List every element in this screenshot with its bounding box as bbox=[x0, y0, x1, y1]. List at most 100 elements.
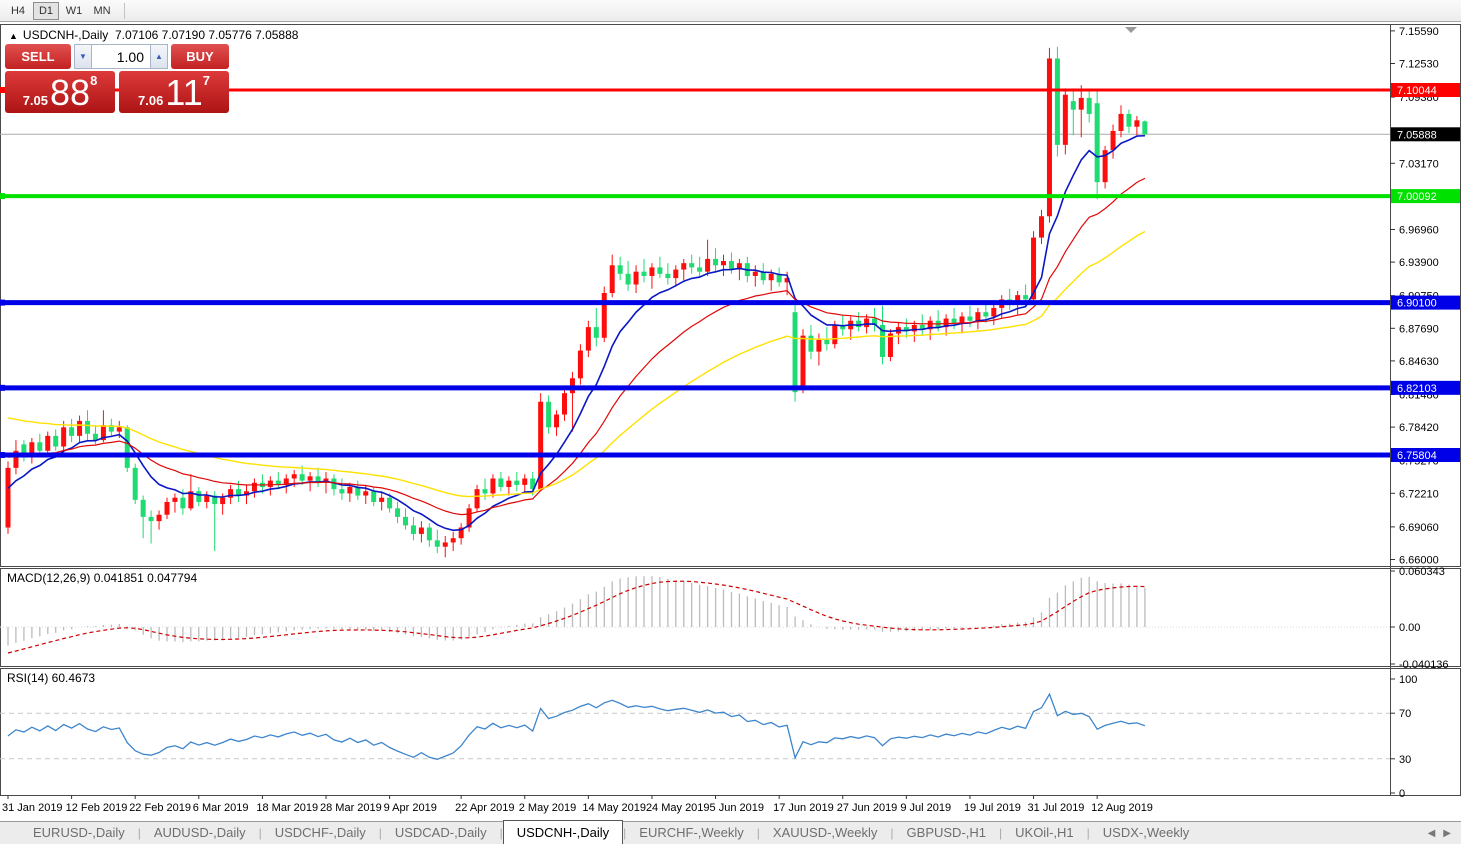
volume-increase-button[interactable]: ▲ bbox=[150, 44, 168, 69]
svg-text:6.66000: 6.66000 bbox=[1399, 555, 1439, 567]
tab-separator: | bbox=[623, 826, 627, 840]
svg-text:6.72210: 6.72210 bbox=[1399, 488, 1439, 500]
svg-text:70: 70 bbox=[1399, 708, 1411, 720]
svg-text:7.05888: 7.05888 bbox=[1397, 129, 1437, 141]
tab-separator: | bbox=[999, 826, 1003, 840]
volume-stepper: ▼ ▲ bbox=[74, 44, 168, 69]
svg-text:22 Feb 2019: 22 Feb 2019 bbox=[129, 802, 191, 814]
svg-text:7.03170: 7.03170 bbox=[1399, 158, 1439, 170]
tab-usdcnh-daily[interactable]: USDCNH-,Daily bbox=[502, 820, 624, 844]
sell-price-sup: 8 bbox=[90, 73, 98, 88]
main-price-pane[interactable] bbox=[0, 27, 1390, 558]
sell-price-tile[interactable]: 7.05 88 8 bbox=[5, 71, 115, 113]
macd-indicator-label: MACD(12,26,9) 0.041851 0.047794 bbox=[7, 571, 198, 585]
svg-text:0.00: 0.00 bbox=[1399, 622, 1420, 634]
svg-text:6.87690: 6.87690 bbox=[1399, 323, 1439, 335]
tab-audusd-daily[interactable]: AUDUSD-,Daily bbox=[153, 825, 246, 840]
tab-usdcad-daily[interactable]: USDCAD-,Daily bbox=[394, 825, 487, 840]
svg-text:12 Aug 2019: 12 Aug 2019 bbox=[1091, 802, 1153, 814]
buy-price-big: 11 bbox=[165, 72, 203, 113]
price-axis[interactable]: 7.155907.125307.093807.062207.031706.969… bbox=[1390, 26, 1460, 567]
buy-price-tile[interactable]: 7.06 11 7 bbox=[119, 71, 229, 113]
svg-text:18 Mar 2019: 18 Mar 2019 bbox=[256, 802, 318, 814]
svg-text:12 Feb 2019: 12 Feb 2019 bbox=[66, 802, 128, 814]
timeframe-toolbar: H4 D1 W1 MN bbox=[0, 0, 1461, 22]
tab-eurusd-daily[interactable]: EURUSD-,Daily bbox=[33, 825, 125, 840]
svg-text:6.90100: 6.90100 bbox=[1397, 298, 1437, 310]
svg-text:6.96960: 6.96960 bbox=[1399, 224, 1439, 236]
tab-separator: | bbox=[137, 826, 141, 840]
svg-text:6.69060: 6.69060 bbox=[1399, 522, 1439, 534]
macd-pane[interactable]: 0.060343 0.00 -0.040136 bbox=[0, 566, 1449, 671]
collapse-panel-icon[interactable]: ▲ bbox=[9, 31, 18, 41]
buy-price-sup: 7 bbox=[202, 73, 210, 88]
sell-price-prefix: 7.05 bbox=[22, 93, 49, 108]
tab-ukoil-h1[interactable]: UKOil-,H1 bbox=[1015, 825, 1074, 840]
tab-separator: | bbox=[756, 826, 760, 840]
chart-ohlc-values: 7.07106 7.07190 7.05776 7.05888 bbox=[114, 28, 299, 42]
svg-text:6.93900: 6.93900 bbox=[1399, 257, 1439, 269]
svg-text:0: 0 bbox=[1399, 788, 1405, 800]
svg-text:6.84630: 6.84630 bbox=[1399, 356, 1439, 368]
buy-button[interactable]: BUY bbox=[171, 44, 229, 69]
sell-price-big: 88 bbox=[50, 72, 91, 113]
timeframe-button-d1[interactable]: D1 bbox=[33, 1, 59, 20]
svg-text:7.10044: 7.10044 bbox=[1397, 85, 1437, 97]
tab-eurchf-weekly[interactable]: EURCHF-,Weekly bbox=[639, 825, 744, 840]
svg-text:7.15590: 7.15590 bbox=[1399, 26, 1439, 38]
svg-text:31 Jul 2019: 31 Jul 2019 bbox=[1028, 802, 1085, 814]
svg-text:24 May 2019: 24 May 2019 bbox=[646, 802, 710, 814]
tab-usdx-weekly[interactable]: USDX-,Weekly bbox=[1102, 825, 1190, 840]
chart-title: ▲ USDCNH-,Daily 7.07106 7.07190 7.05776 7… bbox=[9, 28, 298, 42]
volume-decrease-button[interactable]: ▼ bbox=[74, 44, 92, 69]
chart-tab-bar: EURUSD-,Daily | AUDUSD-,Daily | USDCHF-,Dail… bbox=[0, 820, 1461, 844]
tab-separator: | bbox=[1086, 826, 1090, 840]
one-click-trade-panel: SELL ▼ ▲ BUY 7.05 88 8 7.06 11 7 bbox=[5, 44, 229, 113]
svg-text:6 Mar 2019: 6 Mar 2019 bbox=[193, 802, 249, 814]
volume-input[interactable] bbox=[92, 44, 150, 69]
svg-text:27 Jun 2019: 27 Jun 2019 bbox=[837, 802, 898, 814]
rsi-indicator-label: RSI(14) 60.4673 bbox=[7, 671, 96, 685]
svg-text:9 Jul 2019: 9 Jul 2019 bbox=[900, 802, 951, 814]
last-bar-marker-icon bbox=[1125, 27, 1137, 33]
tab-usdchf-daily[interactable]: USDCHF-,Daily bbox=[274, 825, 366, 840]
rsi-pane[interactable]: 100 70 30 0 bbox=[0, 674, 1417, 800]
svg-text:6.78420: 6.78420 bbox=[1399, 422, 1439, 434]
svg-text:0.060343: 0.060343 bbox=[1399, 566, 1445, 578]
tab-separator: | bbox=[499, 826, 503, 840]
svg-text:31 Jan 2019: 31 Jan 2019 bbox=[2, 802, 63, 814]
svg-text:100: 100 bbox=[1399, 674, 1417, 686]
tab-scroll-left-icon[interactable]: ◀ bbox=[1427, 828, 1436, 839]
svg-text:22 Apr 2019: 22 Apr 2019 bbox=[455, 802, 514, 814]
tab-separator: | bbox=[258, 826, 262, 840]
tab-xauusd-weekly[interactable]: XAUUSD-,Weekly bbox=[772, 825, 878, 840]
tab-gbpusd-h1[interactable]: GBPUSD-,H1 bbox=[906, 825, 987, 840]
svg-text:7.00092: 7.00092 bbox=[1397, 191, 1437, 203]
chart-symbol-label: USDCNH-,Daily bbox=[22, 28, 109, 42]
svg-text:-0.040136: -0.040136 bbox=[1399, 659, 1449, 671]
svg-text:30: 30 bbox=[1399, 754, 1411, 766]
tab-separator: | bbox=[890, 826, 894, 840]
sell-button[interactable]: SELL bbox=[5, 44, 71, 69]
toolbar-separator bbox=[124, 2, 125, 19]
tab-separator: | bbox=[378, 826, 382, 840]
svg-text:6.75804: 6.75804 bbox=[1397, 450, 1437, 462]
candles-layer bbox=[5, 46, 1148, 558]
svg-text:19 Jul 2019: 19 Jul 2019 bbox=[964, 802, 1021, 814]
svg-text:6.82103: 6.82103 bbox=[1397, 383, 1437, 395]
svg-text:5 Jun 2019: 5 Jun 2019 bbox=[710, 802, 764, 814]
buy-price-prefix: 7.06 bbox=[138, 93, 164, 108]
svg-text:17 Jun 2019: 17 Jun 2019 bbox=[773, 802, 834, 814]
timeframe-button-mn[interactable]: MN bbox=[93, 4, 111, 17]
svg-text:7.12530: 7.12530 bbox=[1399, 58, 1439, 70]
timeframe-button-h4[interactable]: H4 bbox=[10, 4, 26, 17]
svg-text:28 Mar 2019: 28 Mar 2019 bbox=[320, 802, 382, 814]
timeframe-button-w1[interactable]: W1 bbox=[65, 4, 83, 17]
date-axis[interactable]: 31 Jan 2019 12 Feb 2019 22 Feb 2019 6 Mar 2… bbox=[2, 795, 1153, 814]
chart-canvas[interactable]: 7.155907.125307.093807.062207.031706.969… bbox=[0, 0, 1461, 821]
tab-scroll-right-icon[interactable]: ▶ bbox=[1443, 828, 1451, 839]
svg-text:14 May 2019: 14 May 2019 bbox=[582, 802, 646, 814]
horizontal-level-lines[interactable] bbox=[0, 87, 1390, 458]
svg-text:2 May 2019: 2 May 2019 bbox=[519, 802, 576, 814]
